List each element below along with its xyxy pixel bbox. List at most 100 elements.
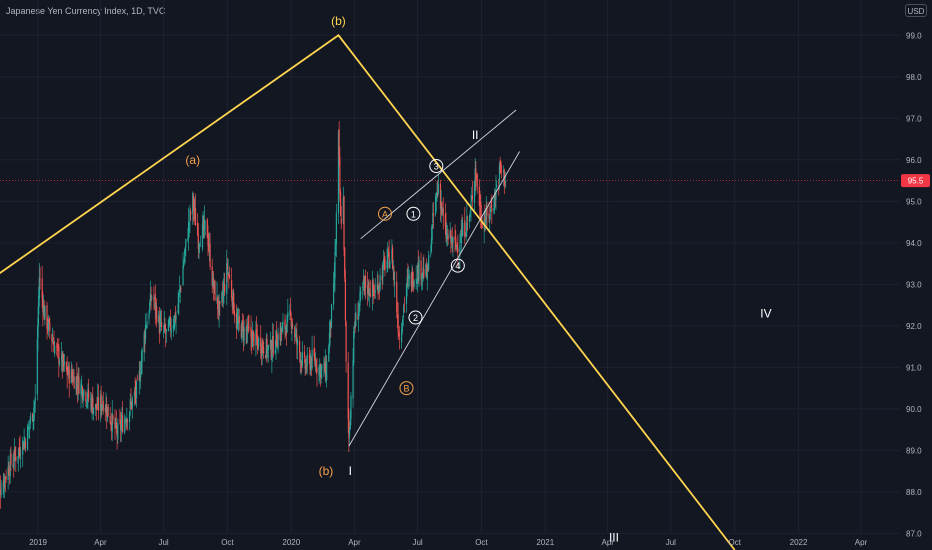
candle <box>92 386 94 414</box>
candle-body <box>421 273 424 277</box>
candle-body <box>10 453 12 465</box>
candle-body <box>32 415 34 423</box>
candle <box>368 278 370 296</box>
candle-body <box>266 338 268 354</box>
candle-body <box>415 278 417 281</box>
candle-body <box>319 364 322 378</box>
candle <box>53 330 55 353</box>
candle-body <box>199 245 201 247</box>
candle-body <box>204 221 206 223</box>
candle <box>272 324 274 358</box>
candle <box>19 435 21 461</box>
candle <box>228 272 230 289</box>
candle <box>109 407 111 425</box>
candle-body <box>170 329 172 334</box>
candle <box>80 379 82 409</box>
candle-body <box>397 315 399 332</box>
candle-body <box>465 231 467 236</box>
candle-body <box>72 377 74 383</box>
channel-trendline[interactable] <box>360 109 517 240</box>
candle <box>490 197 492 208</box>
candle-body <box>51 334 53 342</box>
candle-body <box>193 207 195 212</box>
candle <box>313 335 315 361</box>
candle <box>154 284 156 325</box>
candle-body <box>101 403 104 408</box>
last-price-marker[interactable] <box>901 174 930 188</box>
candle-body <box>262 340 264 350</box>
candle-body <box>430 238 433 253</box>
candle-body <box>9 455 11 477</box>
candle <box>426 262 428 291</box>
price-axis[interactable]: 87.0 88.0 89.0 90.0 91.0 92.0 93.0 94.0 95.0 96.0… <box>901 31 930 538</box>
candle <box>91 394 93 420</box>
candle-body <box>36 339 38 395</box>
candle-body <box>7 466 9 481</box>
candle <box>427 264 429 272</box>
candle <box>325 355 327 381</box>
candle-body <box>213 281 215 288</box>
candle-body <box>233 310 235 316</box>
candle-body <box>367 285 369 294</box>
candle-body <box>34 397 36 403</box>
candle <box>410 272 412 293</box>
candle-body <box>325 362 327 379</box>
channel-trendline[interactable] <box>348 151 520 447</box>
candle-body <box>92 407 95 415</box>
candle <box>102 391 104 415</box>
candle <box>269 331 272 351</box>
candle-body <box>486 207 488 216</box>
candle-body <box>478 186 480 206</box>
candle <box>51 327 54 343</box>
candle-body <box>367 281 369 296</box>
candle-body <box>378 285 381 287</box>
candle-body <box>382 258 385 266</box>
candle <box>391 244 394 270</box>
candle <box>54 340 56 357</box>
candle-body <box>309 357 311 370</box>
candle <box>367 280 369 302</box>
candle <box>291 321 293 342</box>
candle-body <box>304 359 306 369</box>
candle <box>61 350 63 379</box>
candles-layer <box>0 121 507 509</box>
candle-body <box>496 185 498 188</box>
candle <box>124 416 127 424</box>
candle <box>140 350 142 375</box>
elliott-wave-line[interactable] <box>0 34 736 550</box>
candle <box>63 353 65 372</box>
candle-body <box>120 424 122 432</box>
candle <box>198 240 200 260</box>
candle <box>17 456 19 464</box>
candle-body <box>13 463 15 465</box>
candle <box>333 262 335 291</box>
candle-body <box>76 376 78 383</box>
candle-body <box>319 365 321 370</box>
candle-body <box>330 322 332 327</box>
candle <box>416 262 419 293</box>
time-tick-label: Jul <box>666 538 676 547</box>
candle-body <box>353 331 355 363</box>
candle-body <box>60 353 63 362</box>
candle <box>41 265 43 308</box>
candle-body <box>126 417 128 426</box>
price-tick-label: 93.0 <box>906 280 922 289</box>
currency-badge[interactable]: USD <box>905 4 927 17</box>
time-tick-label: Oct <box>728 538 741 547</box>
candle <box>281 322 283 333</box>
candle-body <box>411 271 413 285</box>
time-axis[interactable]: 2019 Apr Jul Oct 2020 Apr Jul Oct 2021 Apr Jul Oct 2… <box>29 538 867 547</box>
candle <box>68 361 70 398</box>
candle <box>52 336 54 345</box>
candle <box>70 361 72 384</box>
candle-body <box>245 329 247 331</box>
candle <box>217 295 220 321</box>
candle <box>126 418 129 431</box>
candle-body <box>54 345 56 354</box>
candle-body <box>63 355 65 366</box>
candle <box>38 286 40 327</box>
candle-body <box>355 312 357 326</box>
candle-body <box>194 207 197 226</box>
candle-body <box>462 222 464 236</box>
